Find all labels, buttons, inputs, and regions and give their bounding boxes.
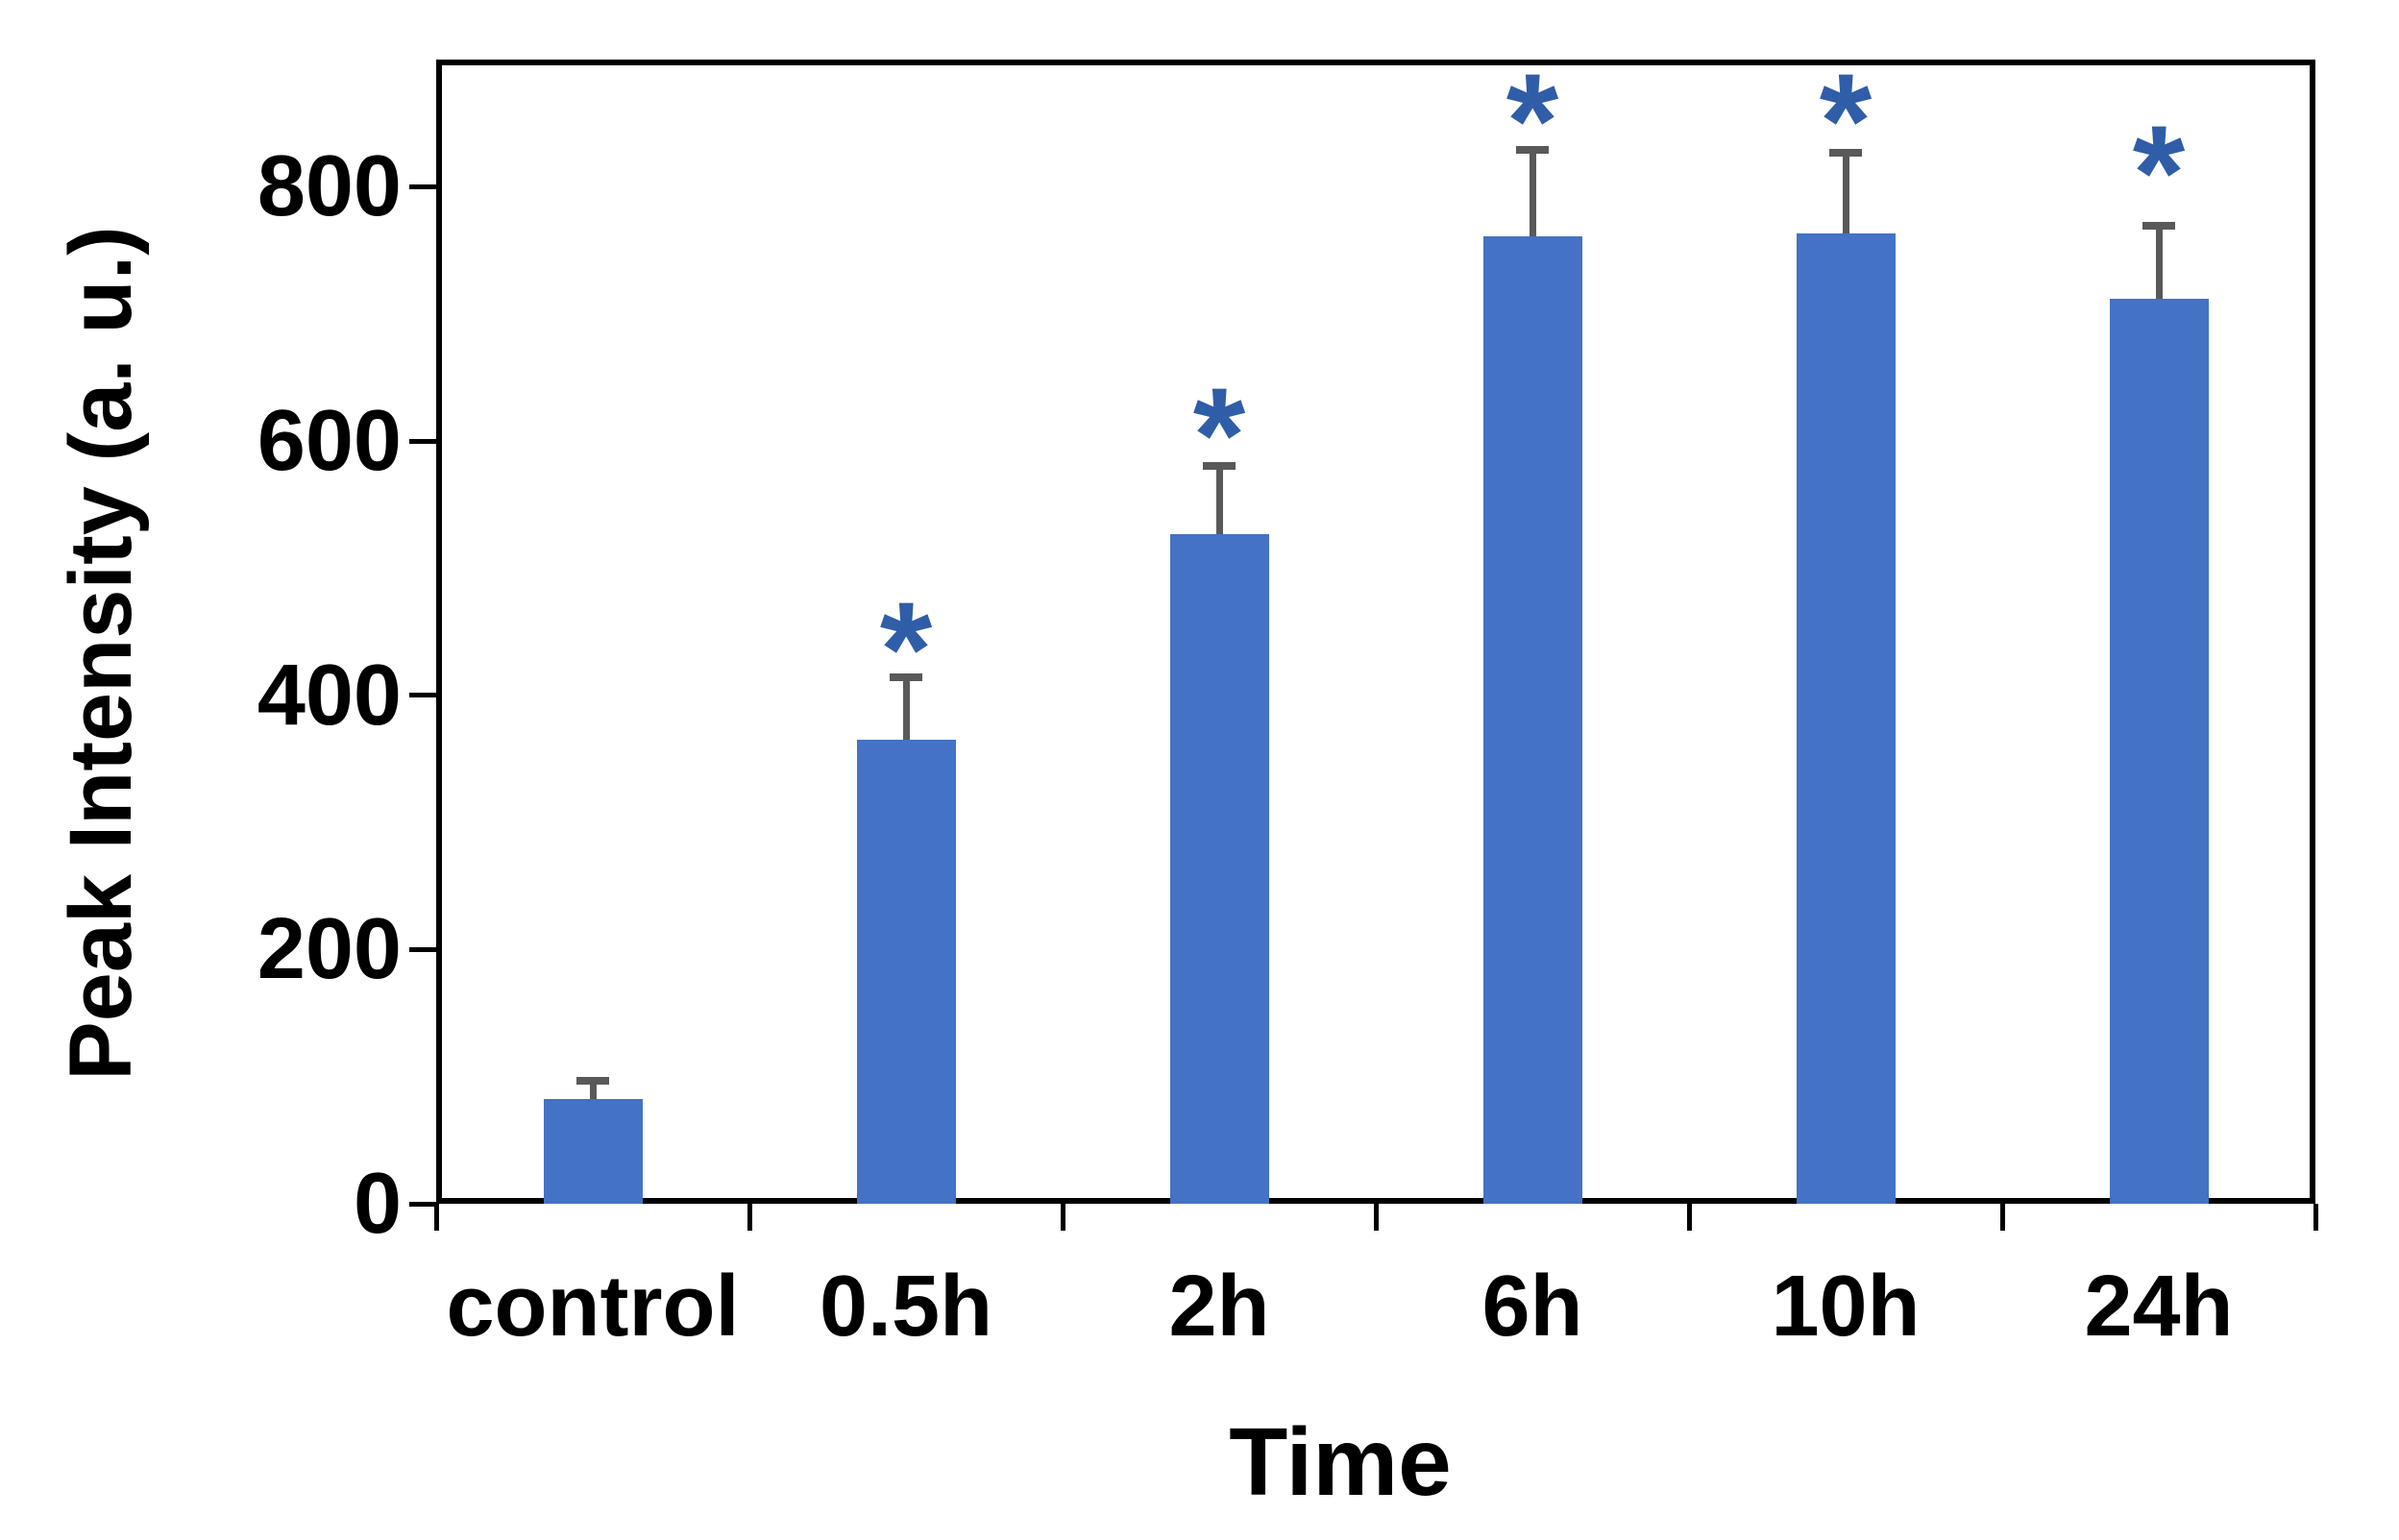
y-tick-mark [409,693,436,698]
bar-control [543,1099,643,1204]
error-bar-stem [1842,148,1849,234]
bar-24h [2109,298,2209,1204]
significance-asterisk: * [1192,358,1246,510]
error-bar-cap [576,1076,609,1085]
y-tick-mark [409,946,436,952]
x-tick-mark [1999,1204,2005,1231]
x-tick-label-0.5h: 0.5h [819,1259,993,1355]
y-tick-mark [409,183,436,189]
error-bar-cap [890,673,922,682]
error-bar-cap [1829,148,1862,157]
y-tick-label: 200 [257,901,402,998]
y-tick-label: 600 [257,393,402,489]
significance-asterisk: * [1505,44,1559,196]
y-tick-label: 800 [257,138,402,235]
x-tick-mark [2313,1204,2318,1231]
bar-10h [1796,233,1896,1204]
error-bar-stem [1529,145,1536,236]
error-bar-stem [1215,462,1223,534]
y-tick-mark [409,438,436,444]
bar-0.5h [856,739,956,1204]
x-tick-label-6h: 6h [1481,1259,1583,1355]
x-tick-label-2h: 2h [1168,1259,1270,1355]
error-bar-cap [2142,222,2175,231]
x-tick-label-10h: 10h [1771,1259,1921,1355]
x-tick-label-control: control [446,1259,740,1355]
x-tick-label-24h: 24h [2084,1259,2234,1355]
y-tick-label: 400 [257,647,402,744]
bar-2h [1169,533,1269,1204]
x-axis-title: Time [1229,1408,1452,1516]
error-bar-cap [1203,462,1236,471]
error-bar-stem [902,673,910,740]
x-tick-mark [1060,1204,1065,1231]
error-bar-cap [1516,145,1549,154]
x-tick-mark [433,1204,439,1231]
y-tick-label: 0 [353,1156,402,1252]
plot-area [436,60,2315,1204]
y-axis-title: Peak Intensity (a. u.) [52,226,150,1081]
x-tick-mark [1373,1204,1379,1231]
error-bar-stem [589,1076,597,1100]
x-tick-mark [1686,1204,1692,1231]
bar-6h [1482,235,1582,1204]
significance-asterisk: * [2132,97,2186,249]
y-tick-mark [409,1201,436,1207]
significance-asterisk: * [1819,44,1873,196]
x-tick-mark [747,1204,752,1231]
error-bar-stem [2155,222,2163,299]
significance-asterisk: * [879,574,933,725]
